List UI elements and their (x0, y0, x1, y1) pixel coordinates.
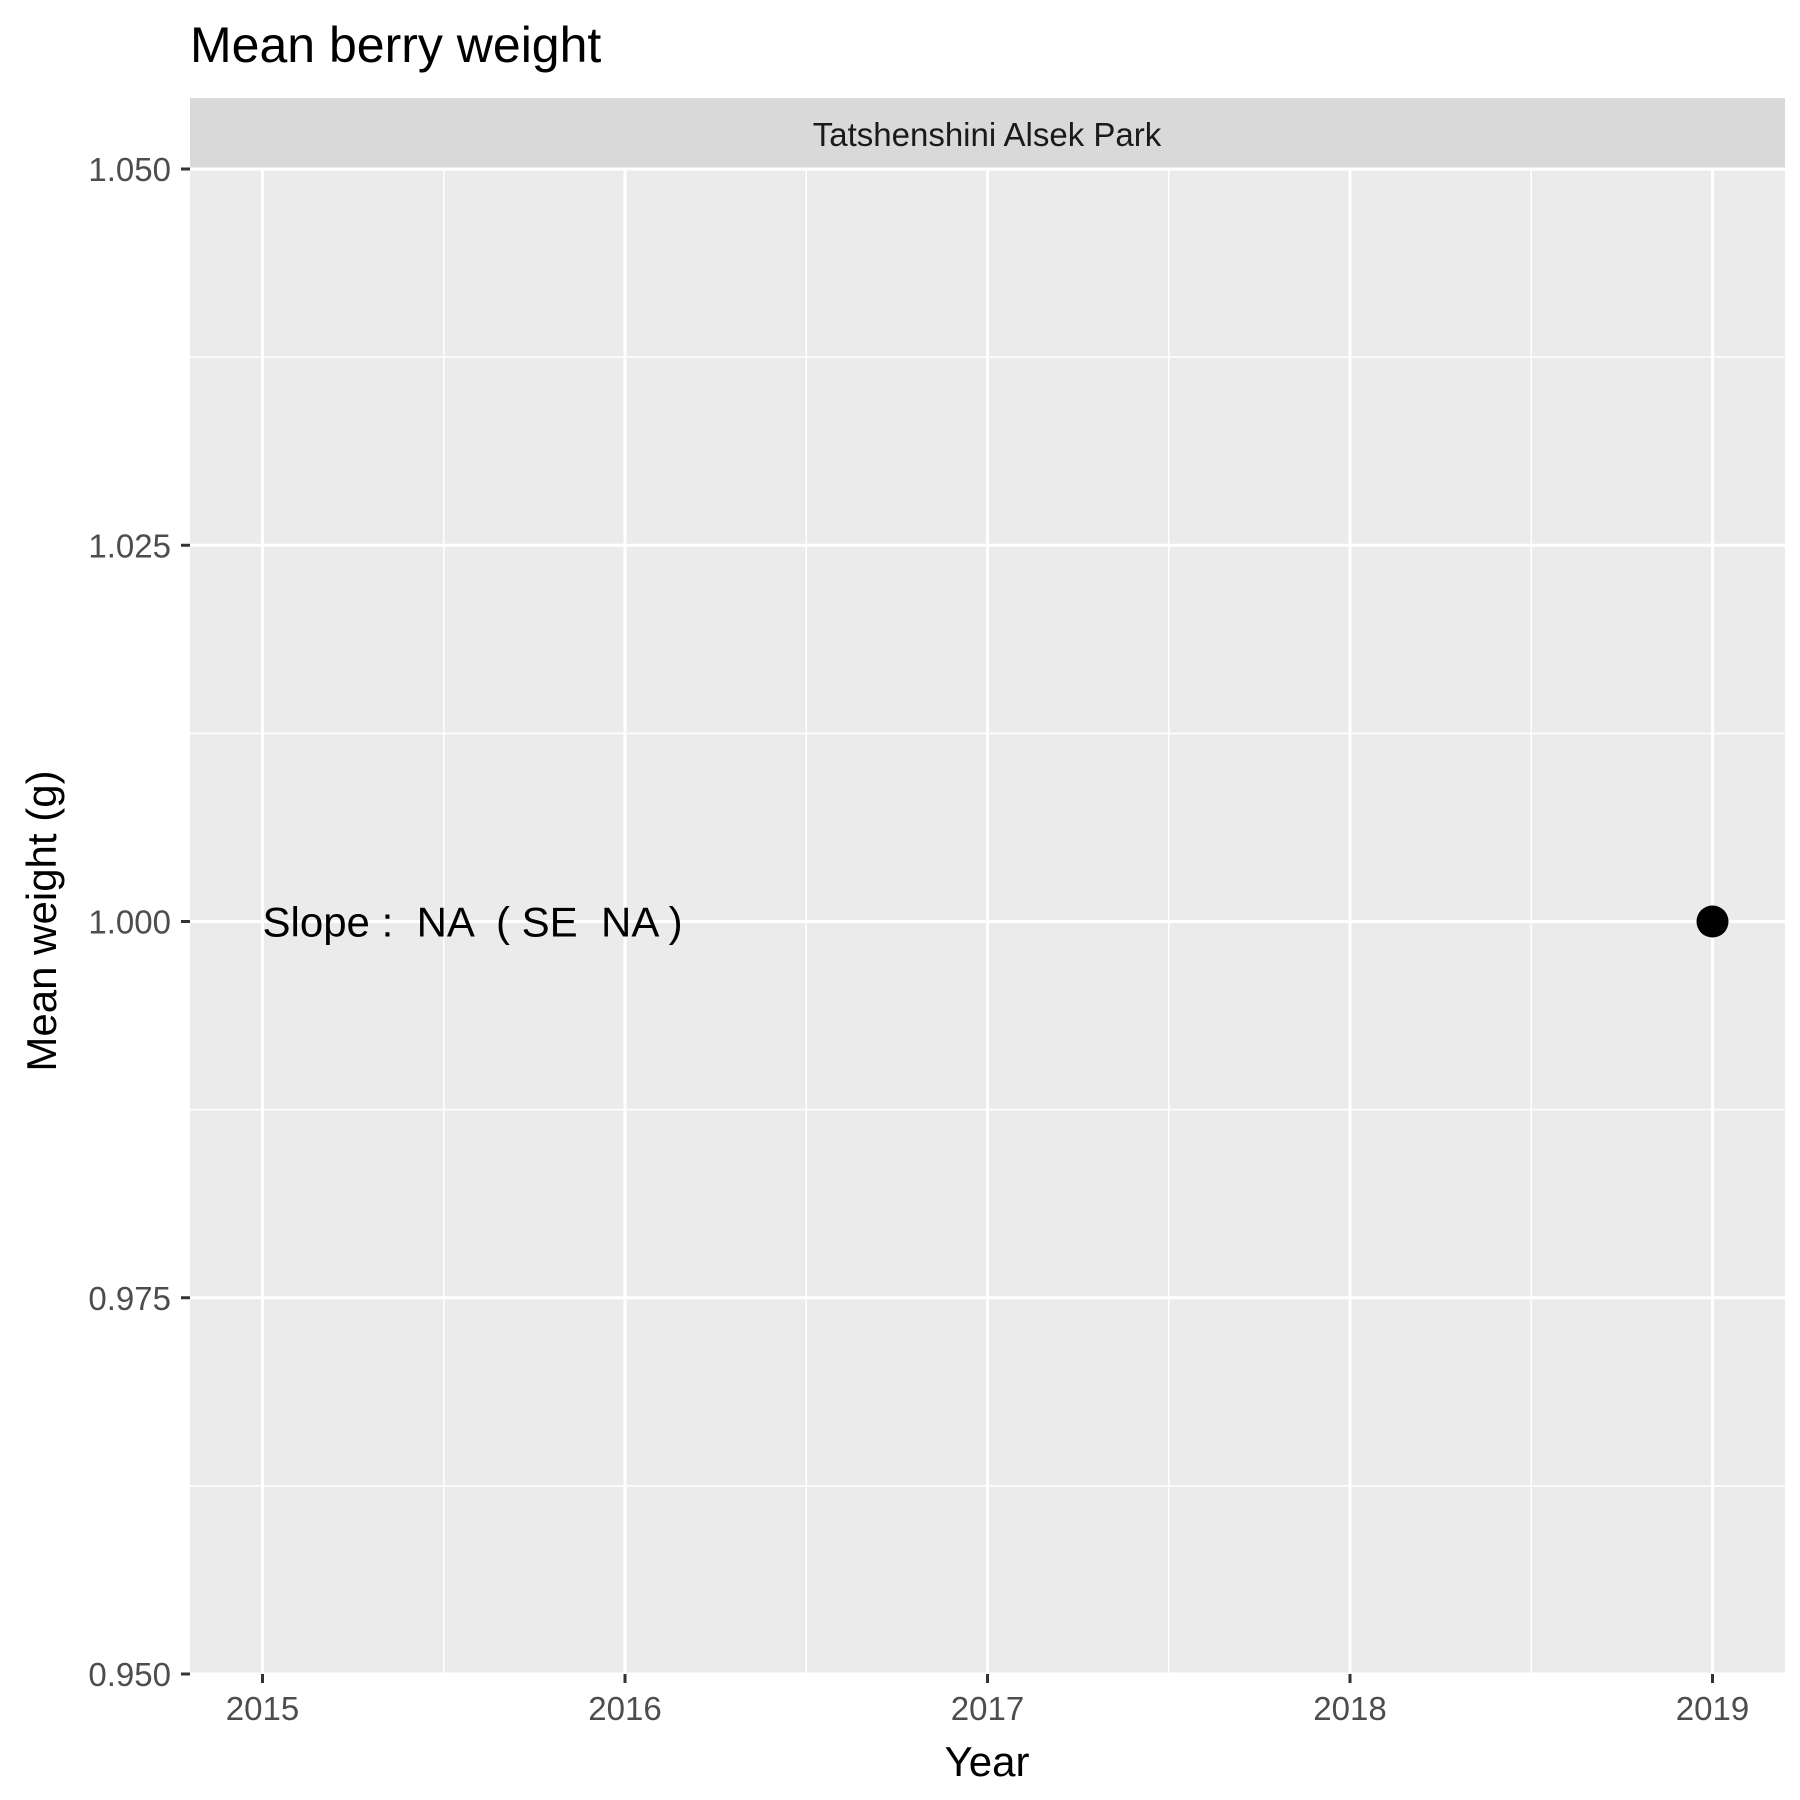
x-tick-label: 2019 (1676, 1690, 1749, 1727)
data-point (1696, 905, 1729, 938)
y-axis-title: Mean weight (g) (18, 770, 65, 1071)
x-axis-title: Year (945, 1738, 1030, 1785)
x-tick-label: 2015 (226, 1690, 299, 1727)
annotations: Slope : NA ( SE NA ) (263, 899, 683, 946)
facet-strip (190, 98, 1785, 169)
x-tick-label: 2016 (588, 1690, 661, 1727)
y-tick-label: 0.950 (88, 1656, 171, 1693)
major-gridlines (190, 167, 1785, 1676)
y-tick-label: 0.975 (88, 1280, 171, 1317)
y-tick-label: 1.050 (88, 151, 171, 188)
axes: 2015 2016 2017 2018 2019 0.950 0.975 1.000 1.025… (88, 151, 1749, 1727)
y-tick-label: 1.000 (88, 904, 171, 941)
y-tick-label: 1.025 (88, 527, 171, 564)
data-points (1696, 905, 1729, 938)
chart-title: Mean berry weight (190, 17, 601, 73)
slope-annotation: Slope : NA ( SE NA ) (263, 899, 683, 946)
x-tick-label: 2018 (1313, 1690, 1386, 1727)
facet-strip-label: Tatshenshini Alsek Park (813, 116, 1162, 153)
x-tick-label: 2017 (951, 1690, 1024, 1727)
